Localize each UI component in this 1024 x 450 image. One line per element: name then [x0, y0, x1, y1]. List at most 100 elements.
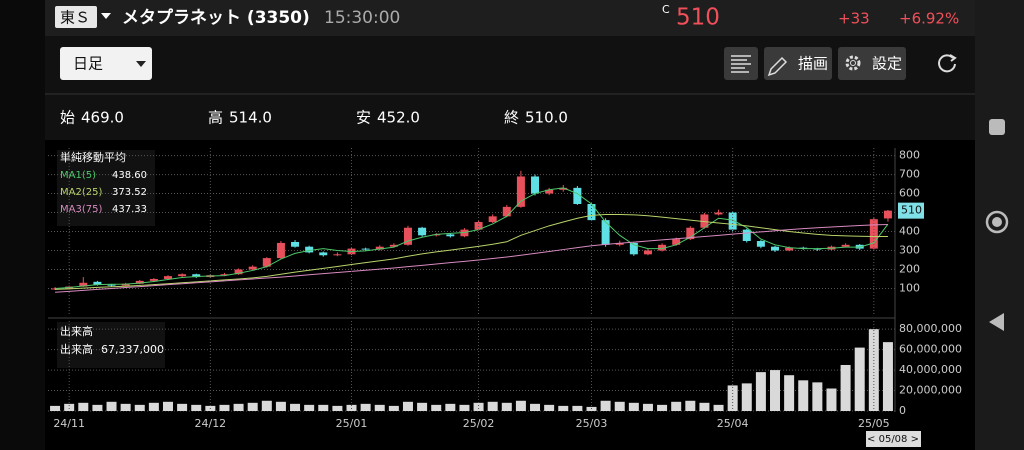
candle-body: [361, 248, 370, 250]
nav-home-dot: [992, 217, 1002, 227]
volume-bar: [148, 402, 159, 411]
volume-label: 出来高: [60, 342, 93, 356]
y-tick-label: 80,000,000: [899, 322, 962, 335]
volume-bar: [784, 375, 795, 411]
candle-body: [545, 189, 554, 194]
volume-bar: [134, 404, 145, 411]
volume-bar: [487, 401, 498, 411]
change-pct: +6.92%: [899, 10, 959, 28]
x-tick-label: 25/02: [463, 417, 495, 430]
candle-body: [559, 187, 568, 190]
candle-body: [841, 244, 850, 247]
volume-bar: [515, 400, 526, 411]
candle-body: [742, 229, 751, 242]
x-tick-label: 24/12: [194, 417, 226, 430]
refresh-icon[interactable]: [938, 54, 956, 73]
volume-bar: [741, 383, 752, 411]
time: 15:30:00: [324, 8, 400, 28]
volume-bar: [642, 403, 653, 411]
pencil-icon: [767, 56, 788, 77]
nav-recent[interactable]: [989, 119, 1005, 135]
y-tick-label: 800: [899, 149, 920, 162]
ohlc-value: 510.0: [525, 109, 568, 127]
nav-back[interactable]: [989, 313, 1004, 331]
volume-title: 出来高: [60, 324, 93, 338]
candle-body: [686, 227, 695, 240]
volume-bar: [247, 402, 258, 411]
draw-button[interactable]: [764, 47, 832, 80]
cursor-label: < 05/08 >: [867, 434, 919, 445]
market-select[interactable]: [55, 6, 97, 28]
legend-name: MA1(5): [60, 170, 96, 181]
volume-bar: [459, 404, 470, 411]
volume-bar: [614, 401, 625, 411]
volume-bar: [78, 402, 89, 411]
volume-bar: [191, 404, 202, 411]
ma-line: [55, 187, 889, 289]
volume-bar: [304, 404, 315, 411]
candle-body: [446, 234, 455, 237]
candle-body: [403, 227, 412, 245]
market: 東Ｓ: [60, 9, 90, 27]
settings-button[interactable]: [838, 47, 906, 80]
volume-bar: [445, 403, 456, 411]
volume-bar: [882, 342, 893, 411]
volume-bar: [50, 405, 61, 411]
volume-bar: [417, 402, 428, 411]
candle-body: [107, 284, 116, 286]
legend-value: 438.60: [112, 170, 147, 181]
candle-body: [262, 258, 271, 267]
volume-bar: [360, 403, 371, 411]
volume-bar: [558, 405, 569, 411]
gear-center: [850, 60, 856, 66]
y-tick-label: 100: [899, 281, 920, 294]
candle-body: [658, 244, 667, 251]
volume-bar: [233, 403, 244, 411]
period: 日足: [73, 55, 103, 73]
volume-bar: [826, 388, 837, 411]
candle-body: [785, 247, 794, 251]
price-tag: [898, 202, 924, 219]
ohlc-label: 始: [60, 109, 75, 127]
volume-bar: [290, 403, 301, 411]
x-tick-label: 25/05: [858, 417, 890, 430]
candle-body: [291, 241, 300, 247]
candle-body: [531, 176, 540, 194]
volume-bar: [572, 405, 583, 411]
candle-body: [883, 210, 892, 219]
period-select[interactable]: [60, 47, 152, 80]
volume-bar: [120, 403, 131, 411]
candle-body: [418, 227, 427, 236]
cursor-box: [866, 431, 921, 447]
candle-body: [714, 212, 723, 215]
ma-line: [55, 223, 888, 293]
candle-body: [573, 187, 582, 204]
ma-legend: [57, 150, 155, 226]
y-tick-label: 60,000,000: [899, 343, 962, 356]
candle-body: [319, 252, 328, 256]
candle-body: [135, 280, 144, 284]
stock-title: メタプラネット (3350): [122, 7, 310, 28]
candle-body: [276, 242, 285, 259]
y-tick-label: 40,000,000: [899, 363, 962, 376]
list-icon: [731, 55, 751, 73]
ohlc-label: 安: [356, 109, 371, 127]
volume-bar: [798, 380, 809, 411]
legend-name: MA3(75): [60, 204, 102, 215]
candle-body: [149, 278, 158, 281]
candle-body: [643, 250, 652, 255]
ma-line: [55, 213, 888, 290]
volume-bar: [92, 404, 103, 411]
volume-bar: [713, 404, 724, 411]
legend-value: 373.52: [112, 187, 147, 198]
candle-body: [869, 219, 878, 249]
candle-body: [756, 241, 765, 247]
nav-home[interactable]: [985, 210, 1009, 234]
candle-body: [121, 283, 130, 286]
volume-bar: [177, 403, 188, 411]
candle-body: [601, 220, 610, 245]
candle-body: [502, 206, 511, 217]
volume-bar: [657, 404, 668, 411]
